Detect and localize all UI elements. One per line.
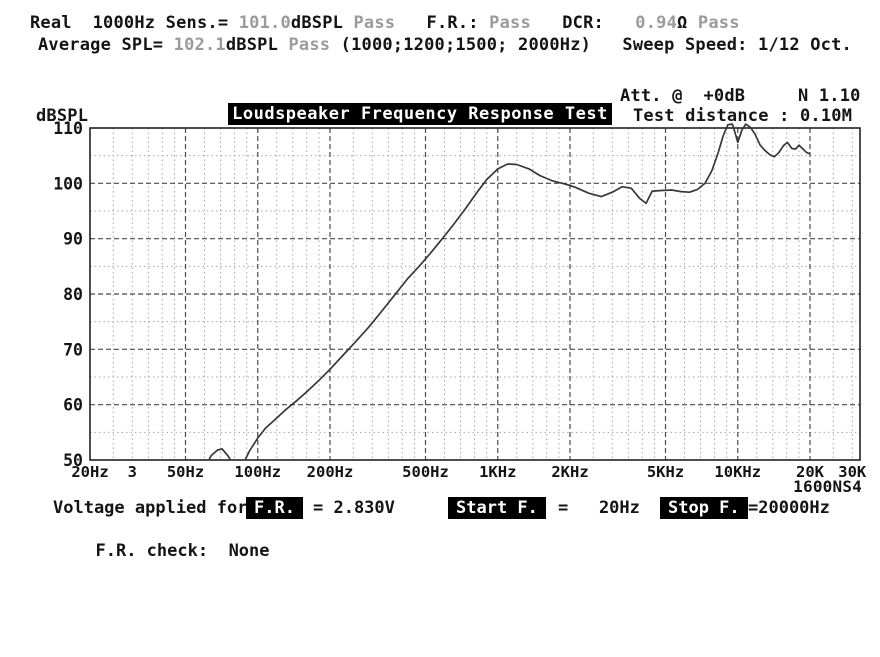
- voltage-prefix-label: Voltage applied for: [53, 498, 248, 518]
- readout-text: dBSPL: [225, 35, 289, 55]
- x-tick-label: 20Hz: [71, 463, 108, 481]
- y-tick-label: 50: [63, 451, 83, 470]
- readout-value: 101.0: [238, 13, 291, 33]
- y-axis-unit-label: dBSPL: [36, 106, 89, 126]
- model-label: 1600NS4: [793, 477, 862, 496]
- start-frequency-field-button[interactable]: Start F.: [448, 497, 546, 519]
- fr-check-row: F.R. check: None: [75, 521, 270, 561]
- readout-value: Pass: [489, 13, 531, 33]
- x-tick-label: 3: [128, 463, 137, 481]
- y-tick-label: 70: [63, 340, 83, 359]
- fr-field-button[interactable]: F.R.: [246, 497, 303, 519]
- chart-title-bar: Loudspeaker Frequency Response Test: [228, 103, 612, 125]
- x-tick-label: 500Hz: [402, 463, 449, 481]
- parameter-row: Voltage applied for F.R. = 2.830V Start …: [0, 497, 880, 519]
- readout-text: Average SPL=: [38, 35, 174, 55]
- x-tick-label: 10KHz: [714, 463, 761, 481]
- readout-text: (1000;1200;1500; 2000Hz) Sweep Speed: 1/…: [330, 35, 852, 55]
- attenuation-label: Att. @ +0dB: [620, 86, 746, 106]
- test-distance-label: Test distance : 0.10M: [633, 106, 853, 126]
- readout-value: Pass: [353, 13, 396, 33]
- x-tick-label: 1KHz: [479, 463, 516, 481]
- y-tick-label: 100: [53, 174, 83, 193]
- stop-frequency-field-button[interactable]: Stop F.: [660, 497, 748, 519]
- x-tick-label: 20K: [796, 463, 825, 481]
- y-tick-label: 90: [63, 230, 83, 249]
- fr-check-spacer: [208, 541, 228, 561]
- header-readout-line-2: Average SPL= 102.1dBSPL Pass (1000;1200;…: [38, 35, 852, 55]
- response-curve: [207, 123, 811, 461]
- y-tick-label: 60: [63, 396, 83, 415]
- n-value-label: N 1.10: [798, 86, 861, 106]
- fr-voltage-value: = 2.830V: [313, 498, 395, 518]
- x-tick-label: 100Hz: [234, 463, 281, 481]
- x-tick-label: 50Hz: [167, 463, 204, 481]
- y-tick-label: 80: [63, 285, 83, 304]
- x-tick-label: 30K: [838, 463, 867, 481]
- x-tick-label: 200Hz: [307, 463, 354, 481]
- readout-text: Ω: [677, 13, 688, 33]
- start-frequency-value: = 20Hz: [558, 498, 640, 518]
- readout-text: F.R.:: [395, 13, 490, 33]
- readout-value: 0.94: [635, 13, 678, 33]
- stop-frequency-value: =20000Hz: [748, 498, 830, 518]
- readout-text: dBSPL: [290, 13, 354, 33]
- x-tick-label: 2KHz: [551, 463, 588, 481]
- x-tick-label: 5KHz: [647, 463, 684, 481]
- fr-check-value: None: [228, 541, 270, 561]
- readout-value: Pass: [687, 13, 740, 33]
- readout-value: Pass: [288, 35, 331, 55]
- readout-text: DCR:: [530, 13, 636, 33]
- readout-value: 102.1: [173, 35, 226, 55]
- fr-check-label: F.R. check:: [95, 541, 209, 561]
- header-readout-line-1: Real 1000Hz Sens.= 101.0dBSPL Pass F.R.:…: [30, 13, 740, 33]
- y-tick-label: 110: [53, 119, 83, 138]
- readout-text: Real 1000Hz Sens.=: [30, 13, 239, 33]
- plot-border: [89, 127, 861, 461]
